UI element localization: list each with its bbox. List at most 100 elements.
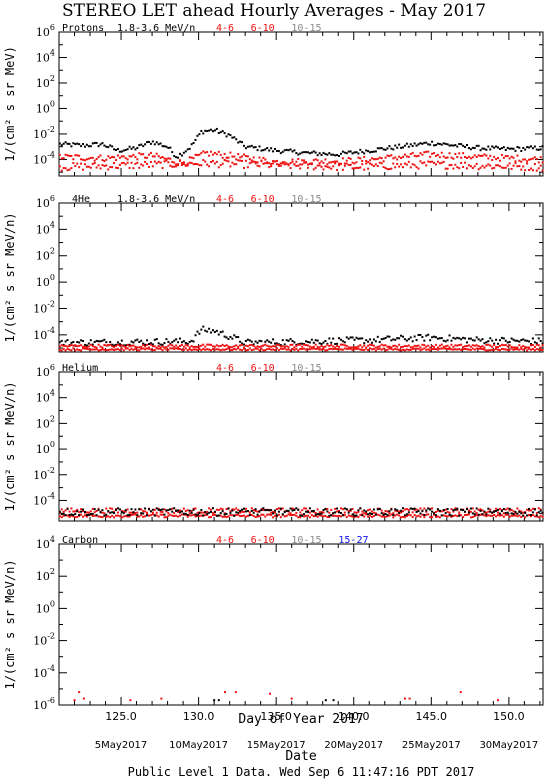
data-point — [479, 339, 482, 342]
data-point — [450, 515, 453, 518]
data-point — [338, 162, 341, 165]
data-point — [403, 162, 406, 165]
data-point — [324, 507, 327, 510]
data-point — [359, 513, 362, 516]
data-point — [336, 507, 339, 510]
data-point — [113, 148, 116, 151]
data-point — [291, 150, 294, 153]
data-point — [345, 159, 348, 162]
data-point — [384, 512, 387, 515]
data-point — [62, 167, 65, 170]
data-point — [291, 158, 294, 161]
data-point — [138, 349, 141, 352]
plot-frame — [58, 202, 544, 353]
data-point — [299, 514, 302, 517]
data-point — [250, 144, 253, 147]
data-point — [351, 167, 354, 170]
data-point — [231, 349, 234, 352]
data-point — [262, 513, 265, 516]
data-point — [520, 168, 523, 171]
data-point — [248, 344, 251, 347]
data-point — [301, 159, 304, 162]
data-point — [516, 146, 519, 149]
data-point — [471, 512, 474, 515]
data-point — [268, 509, 271, 512]
data-point — [314, 166, 317, 169]
data-point — [522, 158, 525, 161]
data-point — [175, 163, 178, 166]
data-point — [295, 347, 298, 350]
data-point — [454, 514, 457, 517]
data-point — [460, 338, 463, 341]
y-tick-label: 100 — [36, 599, 55, 615]
data-point — [275, 342, 278, 345]
data-point — [372, 150, 375, 153]
data-point — [85, 347, 88, 350]
data-point — [186, 509, 189, 512]
data-point — [400, 163, 403, 166]
data-point — [239, 340, 242, 343]
data-point — [514, 160, 517, 163]
data-point — [462, 348, 465, 351]
data-point — [529, 515, 532, 518]
data-point — [244, 515, 247, 518]
data-point — [239, 140, 242, 143]
data-point — [87, 511, 90, 514]
data-point — [74, 510, 77, 513]
data-point — [99, 154, 102, 157]
data-point — [351, 513, 354, 516]
y-tick-label: 106 — [36, 363, 55, 379]
data-point — [489, 337, 492, 340]
data-point — [446, 515, 449, 518]
data-point — [206, 512, 209, 515]
data-point — [456, 515, 459, 518]
data-point — [390, 347, 393, 350]
data-point — [353, 347, 356, 350]
data-point — [456, 166, 459, 169]
data-point — [163, 347, 166, 350]
y-tick-label: 102 — [36, 414, 55, 430]
data-point — [256, 515, 259, 518]
data-point — [508, 162, 511, 165]
data-point — [514, 149, 517, 152]
data-point — [167, 509, 170, 512]
data-point — [330, 514, 333, 517]
data-point — [130, 511, 133, 514]
data-point — [522, 514, 525, 517]
y-tick-label: 100 — [36, 273, 55, 289]
data-point — [186, 148, 189, 151]
data-point — [293, 346, 296, 349]
data-point — [448, 152, 451, 155]
data-point — [151, 165, 154, 168]
data-point — [118, 349, 121, 352]
data-point — [194, 153, 197, 156]
data-point — [87, 348, 90, 351]
data-point — [142, 145, 145, 148]
data-point — [270, 341, 273, 344]
data-point — [423, 339, 426, 342]
data-point — [462, 152, 465, 155]
data-point — [353, 516, 356, 519]
data-point — [171, 507, 174, 510]
data-point — [260, 160, 263, 163]
data-point — [392, 512, 395, 515]
data-point — [285, 339, 288, 342]
data-point — [74, 143, 77, 146]
data-point — [260, 340, 263, 343]
data-point — [407, 344, 410, 347]
data-point — [338, 511, 341, 514]
data-point — [533, 162, 536, 165]
data-point — [272, 159, 275, 162]
data-point — [386, 515, 389, 518]
data-point — [275, 163, 278, 166]
data-point — [107, 344, 110, 347]
data-point — [289, 162, 292, 165]
data-point — [159, 343, 162, 346]
data-point — [353, 346, 356, 349]
data-point — [285, 514, 288, 517]
data-point — [89, 343, 92, 346]
data-point — [434, 154, 437, 157]
